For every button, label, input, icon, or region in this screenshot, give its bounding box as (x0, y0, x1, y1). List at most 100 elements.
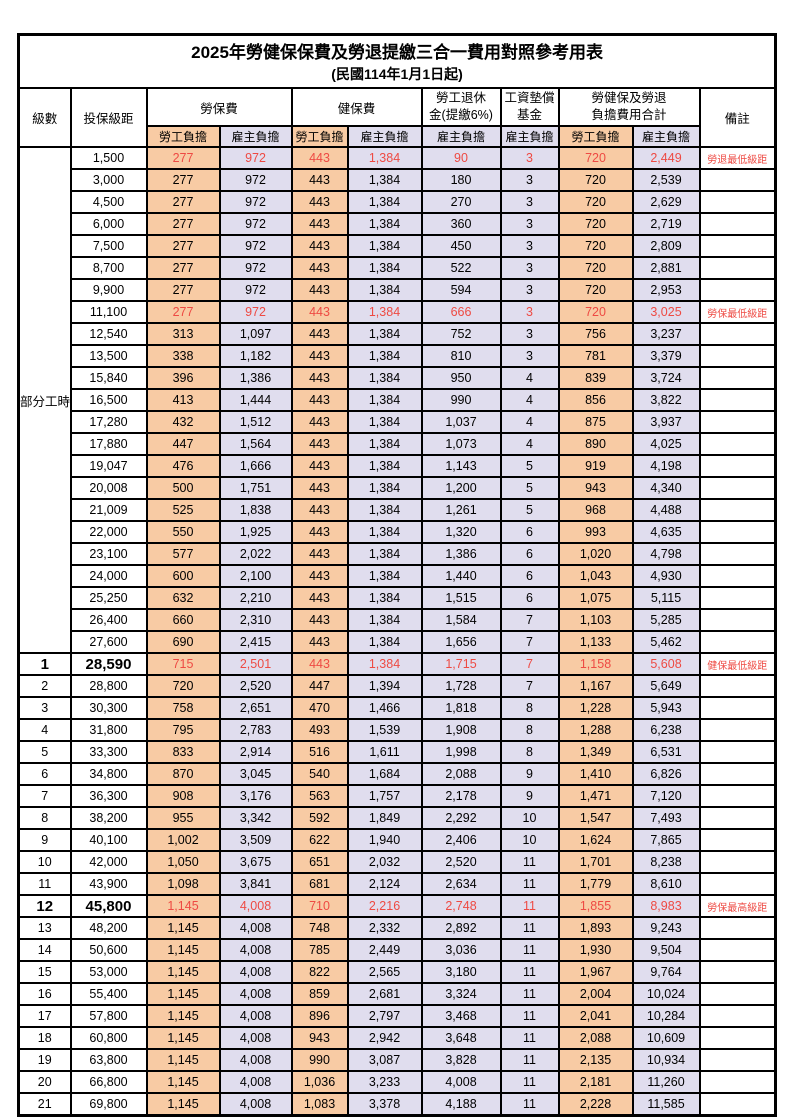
fee-cell: 11 (499, 1092, 560, 1116)
subheader-wage-fund-employer: 雇主負擔 (499, 125, 560, 148)
fee-cell: 795 (145, 718, 221, 742)
fee-cell: 690 (145, 630, 221, 654)
fee-cell: 2,178 (420, 784, 502, 808)
fee-cell: 908 (145, 784, 221, 808)
fee-cell: 3 (499, 190, 560, 214)
fee-cell: 4 (499, 432, 560, 456)
remark-cell (698, 1092, 777, 1116)
remark-cell (698, 1004, 777, 1028)
remark-cell (698, 674, 777, 698)
fee-cell: 500 (145, 476, 221, 500)
remark-cell (698, 740, 777, 764)
fee-cell: 4,340 (631, 476, 701, 500)
level-cell: 20 (17, 1070, 72, 1094)
fee-cell: 3 (499, 256, 560, 280)
remark-cell (698, 564, 777, 588)
fee-cell: 2,088 (557, 1026, 634, 1050)
col-header-pension: 勞工退休 金(提繳6%) (420, 87, 502, 127)
remark-cell (698, 212, 777, 236)
bracket-cell: 25,250 (69, 586, 148, 610)
fee-cell: 1,228 (557, 696, 634, 720)
fee-cell: 2,565 (346, 960, 423, 984)
fee-cell: 1,043 (557, 564, 634, 588)
fee-cell: 2,032 (346, 850, 423, 874)
fee-cell: 752 (420, 322, 502, 346)
fee-cell: 516 (290, 740, 349, 764)
fee-cell: 277 (145, 234, 221, 258)
fee-cell: 6 (499, 520, 560, 544)
fee-cell: 943 (557, 476, 634, 500)
level-cell: 18 (17, 1026, 72, 1050)
table-row: 11,100 277 972 443 1,384 666 3 720 3,025 勞保最低級距 (19, 300, 777, 324)
fee-cell: 2,210 (218, 586, 293, 610)
fee-cell: 7 (499, 674, 560, 698)
level-cell: 17 (17, 1004, 72, 1028)
level-cell: 16 (17, 982, 72, 1006)
fee-cell: 3,180 (420, 960, 502, 984)
fee-cell: 443 (290, 454, 349, 478)
bracket-cell: 30,300 (69, 696, 148, 720)
fee-cell: 3,045 (218, 762, 293, 786)
table-row: 13 48,200 1,145 4,008 748 2,332 2,892 11 1,893 9,… (17, 916, 777, 940)
fee-cell: 1,384 (346, 542, 423, 566)
fee-cell: 1,002 (145, 828, 221, 852)
fee-cell: 2,216 (346, 894, 423, 918)
fee-cell: 1,384 (346, 652, 423, 676)
fee-cell: 5,285 (631, 608, 701, 632)
fee-cell: 3,468 (420, 1004, 502, 1028)
fee-cell: 972 (218, 168, 293, 192)
fee-cell: 3 (499, 234, 560, 258)
fee-cell: 180 (420, 168, 502, 192)
fee-cell: 660 (145, 608, 221, 632)
fee-cell: 720 (145, 674, 221, 698)
bracket-cell: 17,880 (69, 432, 148, 456)
fee-cell: 493 (290, 718, 349, 742)
fee-cell: 443 (290, 256, 349, 280)
bracket-cell: 4,500 (69, 190, 148, 214)
fee-cell: 277 (145, 190, 221, 214)
fee-cell: 1,611 (346, 740, 423, 764)
table-row: 23,100 577 2,022 443 1,384 1,386 6 1,020 4,798 (19, 542, 777, 566)
fee-cell: 1,384 (346, 498, 423, 522)
fee-cell: 7 (499, 652, 560, 676)
fee-cell: 443 (290, 652, 349, 676)
remark-cell (698, 366, 777, 390)
table-row: 12,540 313 1,097 443 1,384 752 3 756 3,237 (19, 322, 777, 346)
bracket-cell: 1,500 (69, 146, 148, 170)
remark-cell (698, 388, 777, 412)
fee-cell: 1,940 (346, 828, 423, 852)
table-row: 19 63,800 1,145 4,008 990 3,087 3,828 11 2,135 10… (17, 1048, 777, 1072)
table-row: 14 50,600 1,145 4,008 785 2,449 3,036 11 1,930 9,… (17, 938, 777, 962)
fee-cell: 720 (557, 234, 634, 258)
bracket-cell: 3,000 (69, 168, 148, 192)
bracket-cell: 66,800 (69, 1070, 148, 1094)
fee-cell: 360 (420, 212, 502, 236)
table-header: 2025年勞健保保費及勞退提繳三合一費用對照參考用表 (民國114年1月1日起)… (17, 33, 777, 148)
fee-cell: 2,088 (420, 762, 502, 786)
fee-cell: 600 (145, 564, 221, 588)
fee-cell: 5 (499, 454, 560, 478)
col-header-wage-fund-line2: 基金 (516, 108, 542, 122)
bracket-cell: 6,000 (69, 212, 148, 236)
fee-cell: 1,466 (346, 696, 423, 720)
fee-cell: 9 (499, 762, 560, 786)
fee-cell: 1,384 (346, 212, 423, 236)
fee-cell: 443 (290, 586, 349, 610)
bracket-cell: 38,200 (69, 806, 148, 830)
fee-cell: 1,893 (557, 916, 634, 940)
fee-cell: 1,036 (290, 1070, 349, 1094)
fee-cell: 1,145 (145, 1092, 221, 1116)
fee-cell: 1,384 (346, 564, 423, 588)
bracket-cell: 33,300 (69, 740, 148, 764)
remark-cell (698, 916, 777, 940)
table-row: 4 31,800 795 2,783 493 1,539 1,908 8 1,288 6,238 (17, 718, 777, 742)
fee-cell: 277 (145, 146, 221, 170)
fee-cell: 2,501 (218, 652, 293, 676)
fee-cell: 7 (499, 608, 560, 632)
fee-cell: 720 (557, 256, 634, 280)
table-body: 部分工時 1,500 277 972 443 1,384 90 3 720 2,449 勞退最低級距… (17, 146, 777, 1116)
fee-cell: 5,115 (631, 586, 701, 610)
table-row: 17 57,800 1,145 4,008 896 2,797 3,468 11 2,041 10… (17, 1004, 777, 1028)
level-cell: 2 (17, 674, 72, 698)
level-cell: 5 (17, 740, 72, 764)
